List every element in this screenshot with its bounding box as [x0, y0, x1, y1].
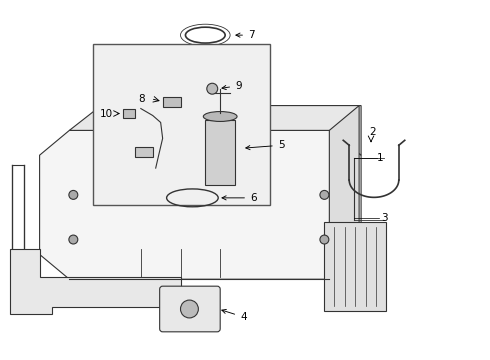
Text: 9: 9 [222, 81, 242, 91]
Bar [163, 96, 180, 107]
Text: 3: 3 [381, 213, 388, 223]
Text: 6: 6 [222, 193, 257, 203]
Text: 7: 7 [236, 30, 255, 40]
Text: 5: 5 [246, 140, 284, 150]
Circle shape [69, 235, 78, 244]
Bar [123, 109, 135, 118]
Circle shape [69, 190, 78, 199]
Ellipse shape [203, 112, 237, 121]
Ellipse shape [163, 104, 208, 121]
FancyBboxPatch shape [93, 44, 270, 205]
Circle shape [320, 190, 329, 199]
Text: 2: 2 [369, 127, 376, 138]
Bar [135, 147, 153, 157]
Polygon shape [70, 105, 361, 155]
FancyBboxPatch shape [160, 286, 220, 332]
Polygon shape [10, 249, 180, 314]
Text: 1: 1 [377, 153, 384, 163]
Text: 10: 10 [100, 108, 113, 118]
Circle shape [180, 300, 198, 318]
Ellipse shape [97, 113, 115, 123]
Polygon shape [40, 130, 361, 279]
Bar [205, 121, 235, 185]
Bar [324, 222, 386, 311]
Text: 4: 4 [222, 309, 246, 322]
Text: 8: 8 [138, 94, 145, 104]
Circle shape [207, 83, 218, 94]
Circle shape [320, 235, 329, 244]
Polygon shape [329, 105, 361, 279]
